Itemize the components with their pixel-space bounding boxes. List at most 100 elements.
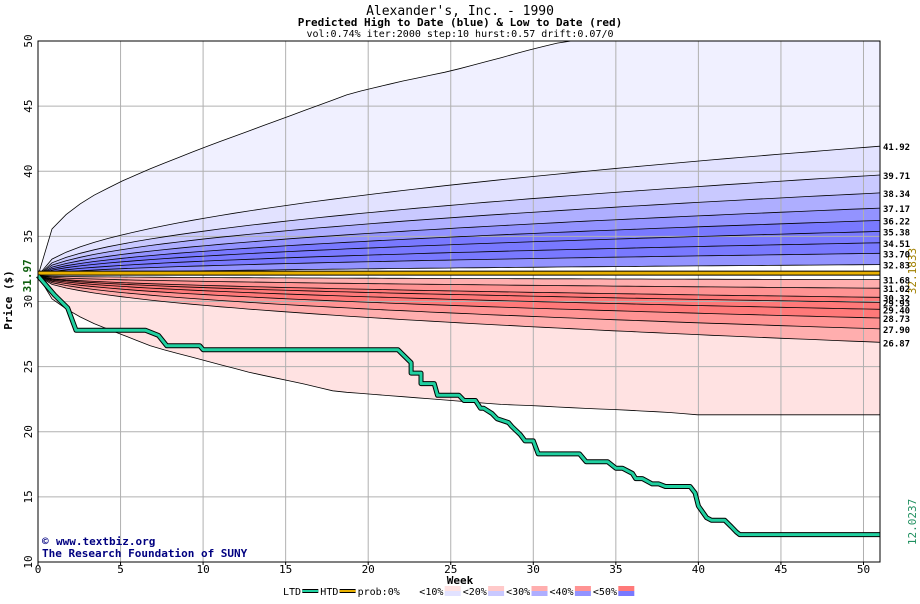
band-4 [38,220,880,276]
band-14 [38,275,880,329]
quantile-curve-10 [37,275,881,289]
band-0 [38,146,880,276]
x-tick-label: 40 [692,563,705,576]
legend-swatch-blue [488,591,505,596]
legend-swatch-blue [401,591,418,596]
chart-subtitle: Predicted High to Date (blue) & Low to D… [298,16,623,29]
quantile-curve-9 [37,275,880,281]
credit-line-1: www.textbiz.org [56,535,155,548]
quantile-curve-4 [37,220,881,277]
band-5 [38,231,880,276]
quantile-curve-14 [37,275,881,319]
quantile-label: 36.22 [883,217,910,227]
x-tick-label: 50 [857,563,870,576]
chart-title: Alexander's, Inc. - 1990 [366,4,554,19]
quantile-curve-13 [37,275,881,310]
x-tick-label: 5 [117,563,124,576]
legend-label: <20% [463,587,487,598]
quantile-curve-1 [37,174,881,277]
band-10 [38,275,880,298]
quantile-label: 31.68 [883,277,910,287]
x-tick-label: 25 [444,563,457,576]
quantile-label: 30.32 [883,294,910,304]
y-tick-label: 15 [22,490,35,503]
band-13 [38,275,880,318]
credit-copyright: © [42,535,49,548]
quantile-label: 31.02 [883,285,910,295]
x-tick-label: 10 [196,563,209,576]
series-lines [36,270,880,538]
axes: 0 5 10 15 20 25 30 35 40 45 50 10 15 20 25 30 35 40 45 50 [22,34,881,576]
quantile-curve-5 [37,231,881,277]
quantile-label: 27.90 [883,326,910,336]
y-tick-label: 45 [22,100,35,113]
quantile-label: 32.83 [883,262,910,272]
quantile-label: 34.51 [883,240,910,250]
band-low-outer [38,275,880,415]
quantile-label: 38.34 [883,190,911,200]
legend-swatch-blue [618,591,635,596]
legend-label: HTD [320,587,338,598]
x-tick-label: 15 [279,563,292,576]
legend-swatch-blue [444,591,461,596]
band-15 [38,275,880,343]
x-tick-label: 0 [35,563,42,576]
band-11 [38,275,880,303]
quantile-label: 39.71 [883,172,910,182]
y-tick-label: 10 [22,555,35,568]
band-3 [38,208,880,276]
legend-label: <10% [419,587,443,598]
quantile-curve-2 [37,192,881,277]
legend-label: prob:0% [358,587,400,598]
probability-bands [38,41,880,562]
x-tick-label: 35 [609,563,622,576]
y-tick-label: 30 [22,295,35,308]
quantile-label: 29.40 [883,306,910,316]
quantile-curve-11 [37,275,881,298]
ltd-line [36,274,880,537]
legend-label: <50% [593,587,617,598]
x-tick-label: 20 [362,563,375,576]
legend-swatch-red [574,586,591,591]
y-axis-label: Price ($) [2,270,15,330]
quantile-label: 29.93 [883,299,910,309]
band-9 [38,275,880,289]
plot-border [37,40,881,563]
legend-swatch-red [488,586,505,591]
band-high-0 [38,41,880,276]
quantile-label: 37.17 [883,205,910,215]
legend: LTD HTD prob:0% <10% <20% <30% <40% <50% [283,586,635,598]
x-tick-label: 30 [527,563,540,576]
legend-label: <40% [550,587,574,598]
chart-params: vol:0.74% iter:2000 step:10 hurst:0.57 d… [306,29,613,40]
x-axis-label: Week [447,574,474,587]
band-2 [38,192,880,276]
legend-swatch-blue [531,591,548,596]
y-tick-label: 40 [22,165,35,178]
quantile-curve-16 [37,275,881,343]
y-tick-label: 25 [22,360,35,373]
quantile-curve-3 [37,207,881,277]
quantile-label: 41.92 [883,143,910,153]
legend-swatch-blue [574,591,591,596]
lower-envelope-line [37,275,880,416]
band-1 [38,175,880,276]
htd-final-label: 32.1833 [906,248,919,294]
y-tick-label: 50 [22,34,35,47]
quantile-label: 28.73 [883,315,910,325]
legend-swatch-red [444,586,461,591]
legend-label: LTD [283,587,301,598]
quantile-curve-15 [37,275,881,330]
quantile-curve-6 [37,242,881,277]
quantile-label: 26.87 [883,339,910,349]
y-tick-label: 35 [22,230,35,243]
quantile-curve-0 [37,145,881,277]
start-price-label: 31.97 [21,259,34,292]
band-12 [38,275,880,310]
legend-swatch-red [531,586,548,591]
y-tick-label: 20 [22,425,35,438]
ltd-final-label: 12.0237 [906,499,919,545]
quantile-curve-12 [37,275,881,303]
